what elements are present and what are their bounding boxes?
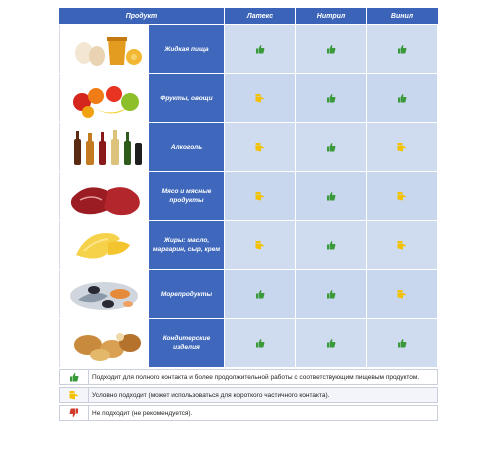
- thumb-up-green-icon: [326, 338, 336, 348]
- rating-cell: [366, 221, 437, 269]
- legend-row-good: Подходит для полного контакта и более пр…: [59, 369, 438, 385]
- rating-cell: [224, 74, 295, 122]
- thumb-sideways-yellow-icon: [397, 240, 407, 250]
- table-row: Кондитерские изделия: [59, 318, 438, 367]
- legend-text-good: Подходит для полного контакта и более пр…: [92, 373, 420, 381]
- thumb-sideways-yellow-icon: [255, 93, 265, 103]
- rating-cell: [295, 270, 366, 318]
- thumb-up-green-icon: [255, 338, 265, 348]
- thumb-up-green-icon: [326, 191, 336, 201]
- product-name: Алкоголь: [149, 123, 224, 171]
- thumb-sideways-yellow-icon: [397, 142, 407, 152]
- legend: Подходит для полного контакта и более пр…: [59, 369, 438, 423]
- thumb-sideways-yellow-icon: [397, 191, 407, 201]
- rating-cell: [224, 123, 295, 171]
- thumb-up-green-icon: [326, 289, 336, 299]
- product-name: Жидкая пища: [149, 25, 224, 73]
- thumb-up-green-icon: [326, 142, 336, 152]
- product-name: Кондитерские изделия: [149, 319, 224, 367]
- product-name: Фрукты, овощи: [149, 74, 224, 122]
- table-row: Мясо и мясные продукты: [59, 171, 438, 220]
- header-product: Продукт: [125, 12, 158, 20]
- rating-cell: [295, 319, 366, 367]
- rating-cell: [224, 25, 295, 73]
- rating-cell: [224, 270, 295, 318]
- table-header: Продукт Латекс Нитрил Винил: [59, 8, 438, 24]
- product-name: Морепродукты: [149, 270, 224, 318]
- thumb-sideways-yellow-icon: [255, 142, 265, 152]
- rating-cell: [295, 25, 366, 73]
- food-image-bottles: [59, 123, 149, 171]
- table-row: Жидкая пища: [59, 24, 438, 73]
- thumb-up-green-icon: [397, 338, 407, 348]
- thumb-sideways-yellow-icon: [60, 388, 89, 402]
- thumb-down-red-icon: [60, 406, 89, 420]
- rating-cell: [366, 172, 437, 220]
- thumb-up-green-icon: [397, 44, 407, 54]
- table-row: Фрукты, овощи: [59, 73, 438, 122]
- rating-cell: [366, 74, 437, 122]
- rating-cell: [366, 123, 437, 171]
- product-name: Жиры: масло, маргарин, сыр, крем: [149, 221, 224, 269]
- legend-row-bad: Не подходит (не рекомендуется).: [59, 405, 438, 421]
- thumb-up-green-icon: [255, 289, 265, 299]
- table-body: Жидкая пища Фрукты, овощи Алкоголь Мясо и м…: [59, 24, 438, 367]
- rating-cell: [366, 319, 437, 367]
- table-row: Алкоголь: [59, 122, 438, 171]
- rating-cell: [224, 319, 295, 367]
- rating-cell: [224, 221, 295, 269]
- rating-cell: [295, 123, 366, 171]
- rating-cell: [366, 25, 437, 73]
- food-image-eggs-honey: [59, 25, 149, 73]
- thumb-up-green-icon: [397, 93, 407, 103]
- thumb-sideways-yellow-icon: [255, 240, 265, 250]
- product-name: Мясо и мясные продукты: [149, 172, 224, 220]
- thumb-up-green-icon: [326, 44, 336, 54]
- thumb-sideways-yellow-icon: [255, 191, 265, 201]
- thumb-up-green-icon: [60, 370, 89, 384]
- thumb-up-green-icon: [326, 240, 336, 250]
- rating-cell: [224, 172, 295, 220]
- food-image-butter: [59, 221, 149, 269]
- rating-cell: [366, 270, 437, 318]
- rating-cell: [295, 221, 366, 269]
- thumb-sideways-yellow-icon: [397, 289, 407, 299]
- table-row: Жиры: масло, маргарин, сыр, крем: [59, 220, 438, 269]
- legend-text-conditional: Условно подходит (может использоваться д…: [92, 391, 330, 399]
- thumb-up-green-icon: [255, 44, 265, 54]
- rating-cell: [295, 172, 366, 220]
- compatibility-table: Продукт Латекс Нитрил Винил Жидкая пища Ф…: [59, 8, 438, 367]
- header-nitrile: Нитрил: [295, 8, 366, 24]
- legend-row-conditional: Условно подходит (может использоваться д…: [59, 387, 438, 403]
- table-row: Морепродукты: [59, 269, 438, 318]
- legend-text-bad: Не подходит (не рекомендуется).: [92, 409, 193, 417]
- rating-cell: [295, 74, 366, 122]
- food-image-pastry: [59, 319, 149, 367]
- food-image-meat: [59, 172, 149, 220]
- food-image-seafood: [59, 270, 149, 318]
- thumb-up-green-icon: [326, 93, 336, 103]
- header-latex: Латекс: [224, 8, 295, 24]
- header-vinyl: Винил: [366, 8, 437, 24]
- food-image-fruits: [59, 74, 149, 122]
